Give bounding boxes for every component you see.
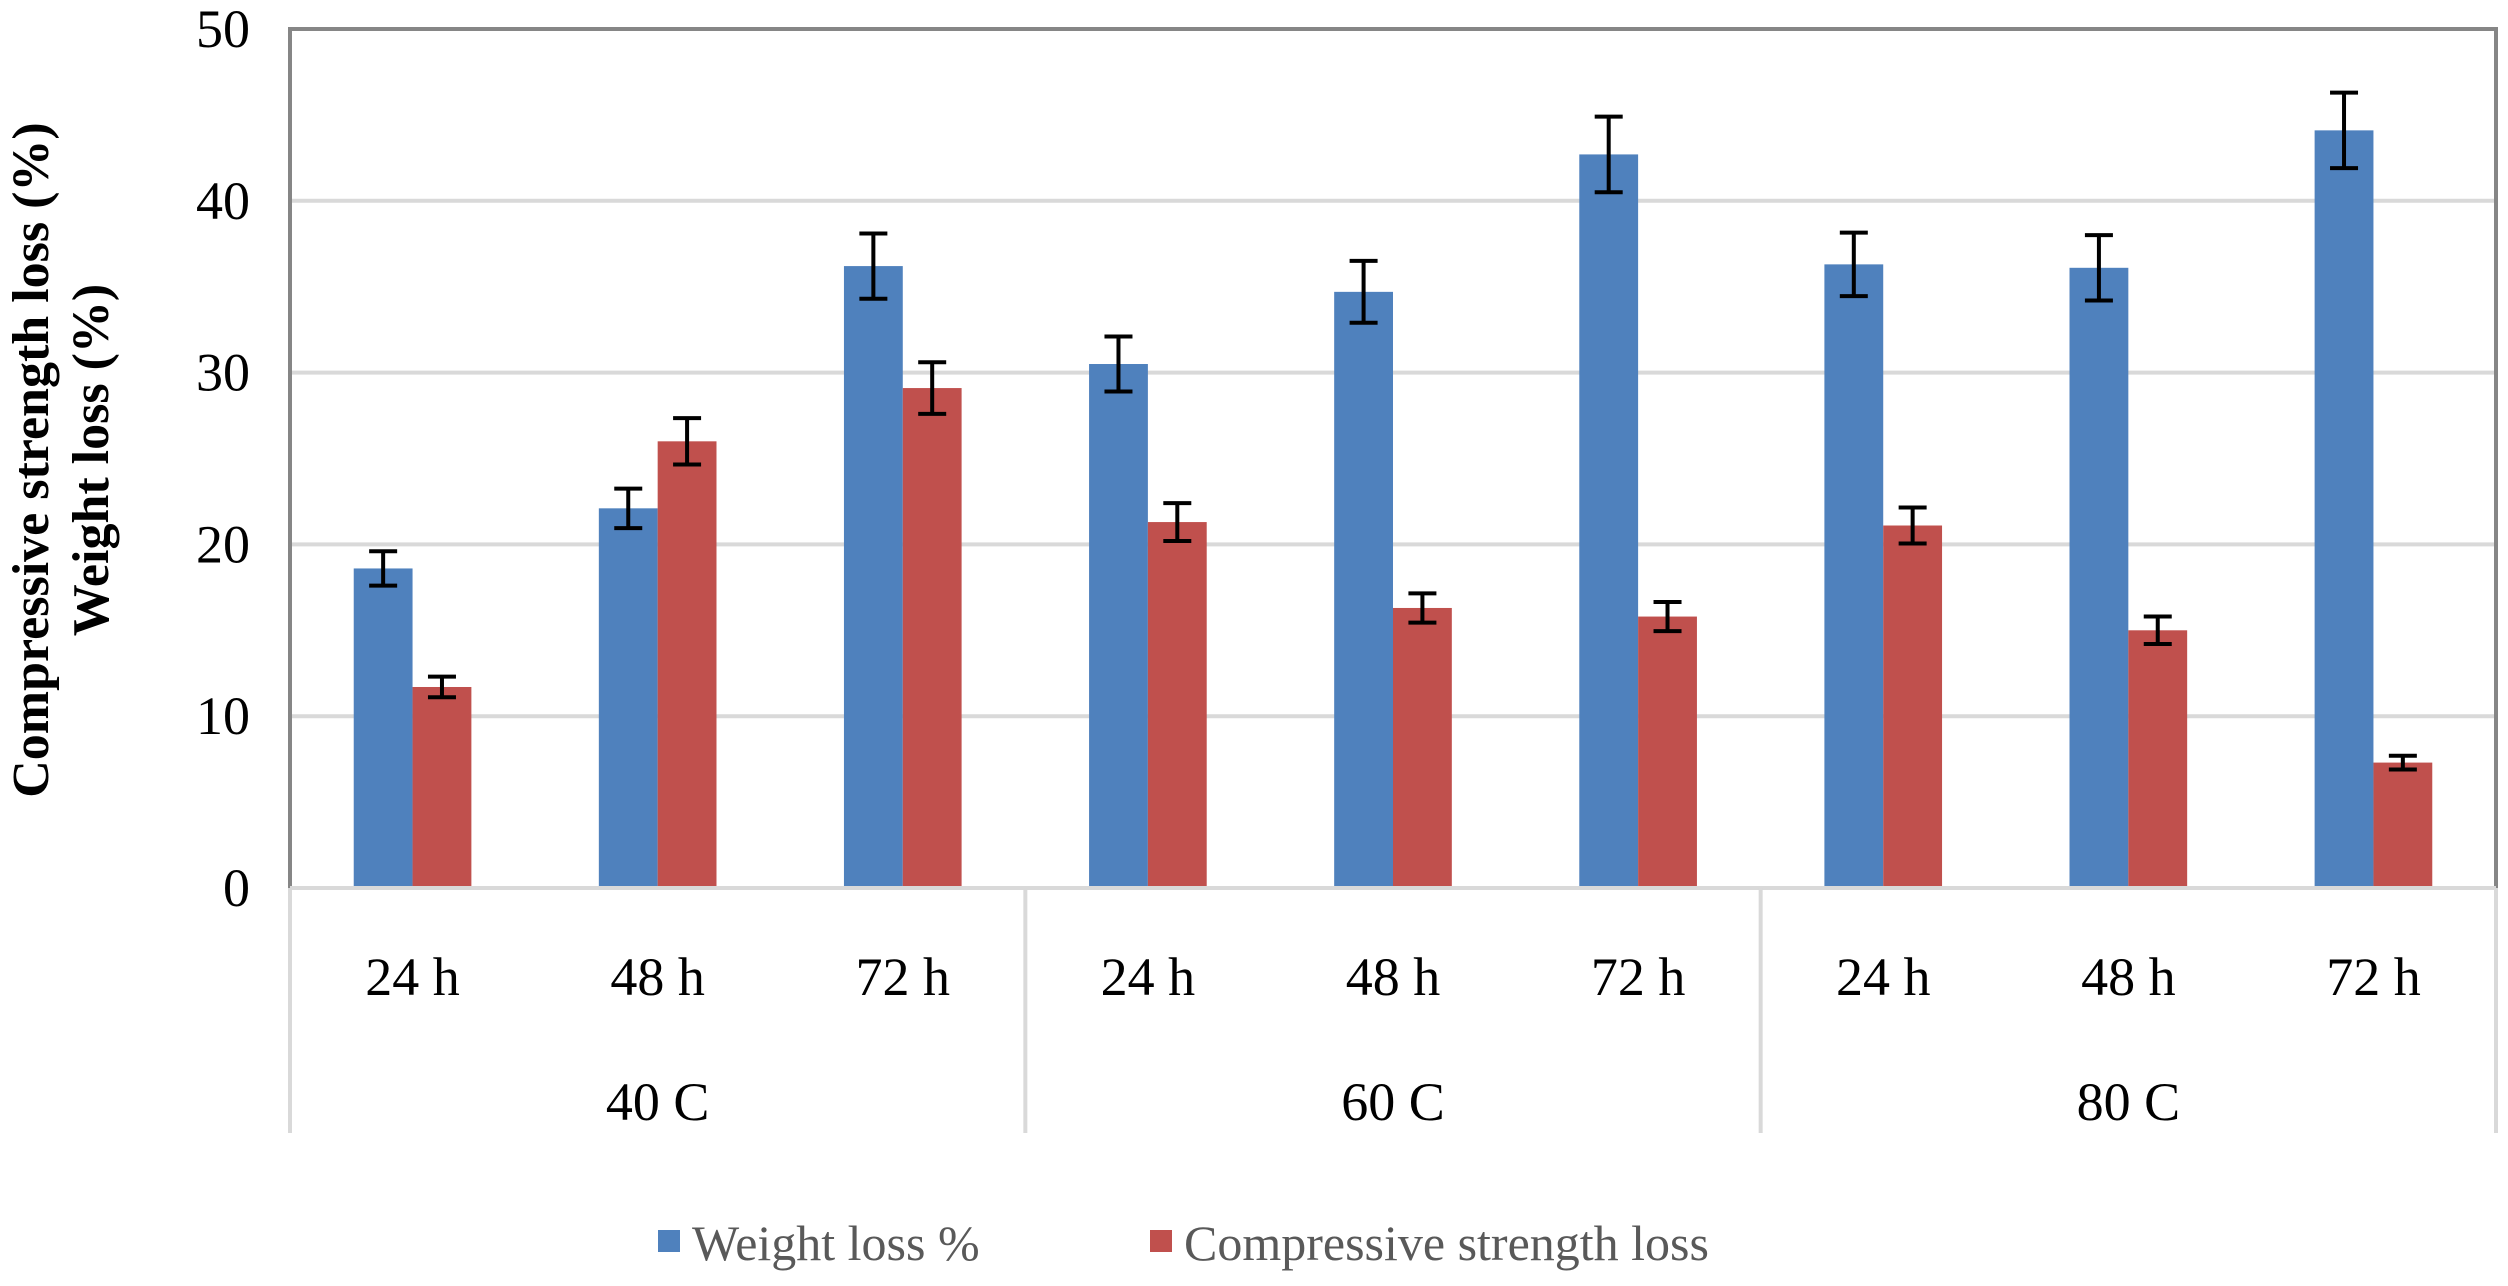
legend-label-weight-loss: Weight loss % [692, 1215, 980, 1271]
error-bars [369, 90, 2417, 772]
y-tick-label: 40 [196, 171, 250, 231]
x-group-label: 60 C [1341, 1072, 1445, 1132]
bar-weight-loss [598, 508, 658, 888]
x-group-label: 80 C [2077, 1072, 2181, 1132]
y-tick-label: 0 [223, 858, 250, 918]
bar-weight-loss [353, 568, 413, 888]
bar-compressive-strength-loss [2128, 630, 2188, 888]
bar-compressive-strength-loss [1393, 607, 1452, 888]
axes [288, 27, 2498, 1133]
x-category-label: 48 h [1346, 947, 1441, 1007]
x-category-label: 24 h [1101, 947, 1196, 1007]
bar-compressive-strength-loss [1883, 525, 1943, 888]
bar-compressive-strength-loss [1638, 616, 1697, 888]
bar-compressive-strength-loss [2373, 762, 2433, 888]
x-category-label: 48 h [2081, 947, 2176, 1007]
y-tick-label: 50 [196, 0, 250, 59]
y-tick-label: 30 [196, 343, 250, 403]
y-axis-label-line2: Weight loss (%) [63, 284, 120, 636]
bar-weight-loss [1334, 291, 1393, 888]
y-tick-label: 20 [196, 514, 250, 574]
x-category-label: 72 h [2326, 947, 2421, 1007]
y-axis-label-line1: Compressive strength loss (%) [3, 122, 60, 798]
legend-label-compressive-strength-loss: Compressive strength loss [1184, 1215, 1709, 1271]
bar-weight-loss [2314, 130, 2374, 888]
y-tick-labels: 0 10 20 30 40 50 [196, 0, 250, 918]
bar-weight-loss [1579, 154, 1639, 888]
bar-weight-loss [1824, 264, 1884, 889]
bar-compressive-strength-loss [412, 686, 472, 888]
y-tick-label: 10 [196, 686, 250, 746]
x-category-label: 24 h [365, 947, 460, 1007]
bar-compressive-strength-loss [657, 441, 717, 888]
legend-swatch-weight-loss [658, 1230, 680, 1252]
bar-compressive-strength-loss [902, 388, 962, 888]
legend-swatch-compressive-strength-loss [1150, 1230, 1172, 1252]
bars [353, 130, 2433, 889]
bar-compressive-strength-loss [1147, 522, 1207, 888]
x-group-label: 40 C [606, 1072, 710, 1132]
x-category-label: 24 h [1836, 947, 1931, 1007]
legend: Weight loss % Compressive strength loss [658, 1215, 1709, 1271]
x-category-labels: 24 h 48 h 72 h 24 h 48 h 72 h 24 h 48 h 72 h 40 C… [365, 947, 2420, 1132]
bar-weight-loss [2069, 267, 2129, 888]
x-category-label: 72 h [1591, 947, 1686, 1007]
x-category-label: 48 h [610, 947, 705, 1007]
x-category-label: 72 h [856, 947, 951, 1007]
bar-weight-loss [843, 266, 903, 889]
bar-weight-loss [1089, 364, 1148, 888]
